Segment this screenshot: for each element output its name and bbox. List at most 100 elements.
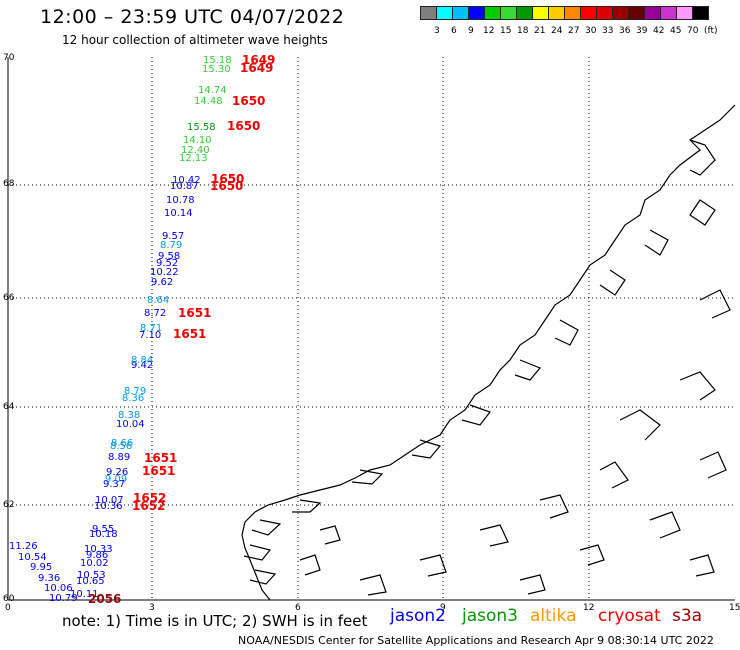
x-tick: 0 [5, 603, 11, 613]
jason2-reading: 10.42 [172, 175, 201, 186]
jason2-reading: 10.04 [116, 419, 145, 430]
legend-swatch [660, 6, 677, 20]
legend-label: 30 [585, 26, 597, 36]
legend-label: 15 [500, 26, 512, 36]
jason2-reading: 10.02 [80, 558, 109, 569]
cryosat-reading: 1651 [178, 306, 211, 320]
jason2-reading: 7.10 [139, 330, 161, 341]
jason2-reading-light: 9.09 [105, 474, 127, 485]
jason2-reading: 11.26 [9, 541, 38, 552]
cryosat-reading: 1650 [211, 172, 244, 186]
legend-label: 36 [619, 26, 631, 36]
legend-label: 27 [568, 26, 580, 36]
sat-s3a: s3a [672, 606, 703, 626]
jason2-reading-light: 8.71 [140, 323, 162, 334]
legend-swatch [612, 6, 629, 20]
jason2-reading: 10.18 [89, 529, 118, 540]
y-tick: 62 [3, 500, 14, 510]
sat-cryosat: cryosat [598, 606, 661, 626]
jason3-reading: 15.18 [203, 55, 232, 66]
jason2-reading: 10.33 [84, 544, 113, 555]
legend-label: 12 [483, 26, 495, 36]
grid [8, 57, 735, 600]
cryosat-reading: 1650 [210, 179, 243, 193]
jason3-reading: 12.40 [181, 145, 210, 156]
jason2-reading: 10.06 [44, 583, 73, 594]
jason2-reading: 10.79 [49, 593, 78, 604]
legend-label: 21 [534, 26, 546, 36]
legend-swatch [468, 6, 485, 20]
legend-swatch [564, 6, 581, 20]
jason2-reading-light: 8.38 [118, 410, 140, 421]
x-tick: 15 [729, 603, 740, 613]
legend-label: 39 [636, 26, 648, 36]
footer-note: note: 1) Time is in UTC; 2) SWH is in fe… [62, 612, 368, 630]
cryosat-reading: 1651 [173, 327, 206, 341]
jason2-reading: 10.53 [77, 570, 106, 581]
jason2-reading: 9.58 [158, 251, 180, 262]
jason2-reading: 8.89 [108, 452, 130, 463]
legend-label: 9 [468, 26, 474, 36]
jason3-reading: 15.58 [187, 122, 216, 133]
cryosat-reading: 1649 [242, 53, 275, 67]
legend-swatch [596, 6, 613, 20]
jason2-reading: 10.78 [166, 195, 195, 206]
jason2-reading-light: 8.36 [122, 393, 144, 404]
legend-swatch [484, 6, 501, 20]
jason2-reading-light: 8.64 [147, 295, 169, 306]
legend-label: 18 [517, 26, 529, 36]
legend-label: 70 [687, 26, 699, 36]
jason2-reading: 10.11 [70, 589, 99, 600]
legend-swatch [420, 6, 437, 20]
x-tick: 12 [583, 603, 594, 613]
sat-jason3: jason3 [462, 606, 518, 626]
y-tick: 64 [3, 402, 15, 412]
jason2-reading: 9.37 [103, 479, 125, 490]
jason2-reading: 10.54 [18, 552, 47, 563]
legend-label: 42 [653, 26, 665, 36]
x-tick: 6 [295, 603, 301, 613]
y-tick: 60 [3, 594, 15, 604]
jason2-reading: 9.57 [162, 231, 184, 242]
jason3-reading: 14.10 [183, 135, 212, 146]
cryosat-reading: 1650 [227, 119, 260, 133]
legend-swatch [436, 6, 453, 20]
legend-swatch [676, 6, 693, 20]
page-title: 12:00 – 23:59 UTC 04/07/2022 [40, 6, 345, 28]
jason2-reading: 10.36 [94, 501, 123, 512]
y-tick: 68 [3, 179, 15, 189]
jason3-reading: 14.74 [198, 85, 227, 96]
legend-label: 24 [551, 26, 563, 36]
jason3-reading: 15.30 [202, 64, 231, 75]
y-tick: 66 [3, 293, 15, 303]
color-legend: 3 6 9 12 15 18 21 24 27 30 33 36 39 42 4… [420, 5, 728, 36]
legend-swatch [580, 6, 597, 20]
legend-swatch [500, 6, 517, 20]
legend-label: 3 [434, 26, 440, 36]
legend-label: (ft) [704, 26, 718, 36]
jason3-reading: 14.48 [194, 96, 223, 107]
coastline [241, 104, 736, 601]
legend-label: 45 [670, 26, 682, 36]
jason2-reading: 9.86 [86, 550, 108, 561]
jason2-reading-light: 8.79 [124, 386, 146, 397]
cryosat-reading: 2056 [88, 592, 121, 606]
jason2-reading: 9.52 [156, 258, 178, 269]
sat-altika: altika [530, 606, 577, 626]
legend-swatch [516, 6, 533, 20]
legend-swatch [692, 6, 709, 20]
jason2-reading: 9.26 [106, 467, 128, 478]
legend-swatch [628, 6, 645, 20]
sat-jason2: jason2 [390, 606, 446, 626]
jason2-reading-light: 8.56 [110, 441, 132, 452]
page-subtitle: 12 hour collection of altimeter wave hei… [62, 33, 328, 47]
legend-label: 6 [451, 26, 457, 36]
jason2-reading: 9.95 [30, 562, 52, 573]
legend-swatch [548, 6, 565, 20]
jason2-reading: 10.65 [76, 576, 105, 587]
jason2-reading: 10.07 [95, 495, 124, 506]
legend-swatches [420, 5, 728, 24]
jason2-reading-light: 8.79 [160, 240, 182, 251]
legend-swatch [452, 6, 469, 20]
